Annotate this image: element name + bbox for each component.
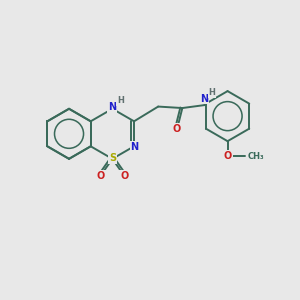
Text: CH₃: CH₃ [248,152,264,161]
Text: N: N [130,142,139,152]
Text: O: O [96,171,105,181]
Text: O: O [224,151,232,161]
Text: N: N [108,102,116,112]
Text: O: O [120,171,128,181]
Text: S: S [109,153,116,163]
Text: H: H [208,88,215,97]
Text: O: O [173,124,181,134]
Text: N: N [200,94,208,103]
Text: H: H [117,96,124,105]
